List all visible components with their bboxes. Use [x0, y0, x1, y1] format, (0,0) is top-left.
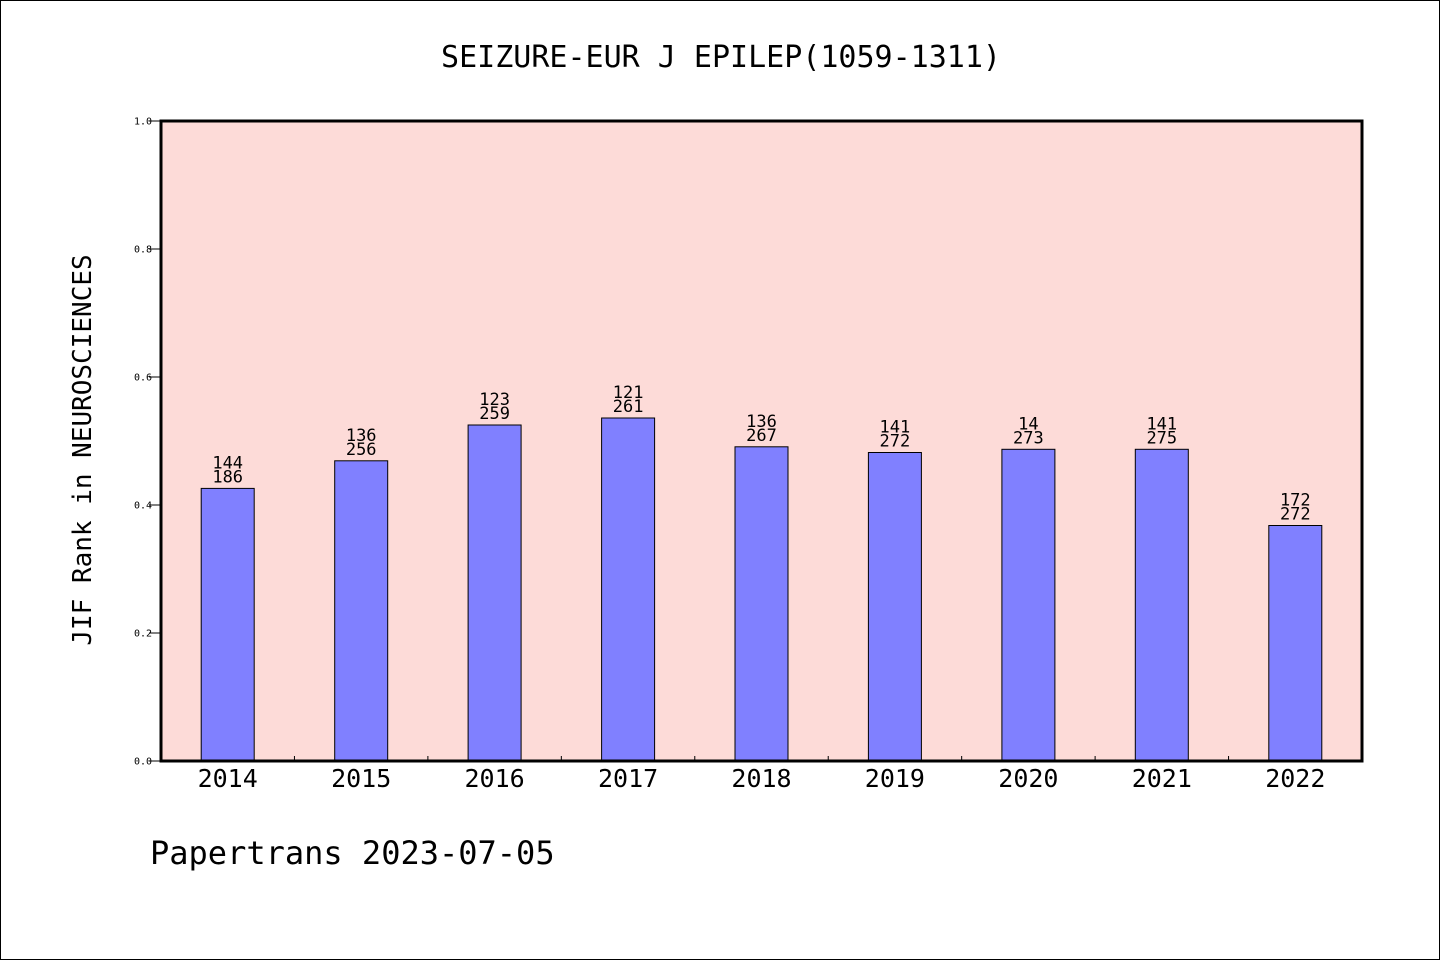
- y-tick-label: 0.4: [134, 501, 152, 512]
- y-tick-label: 0.8: [134, 245, 152, 256]
- x-tick-label-2022: 2022: [1265, 764, 1325, 793]
- plot-border: [159, 119, 1364, 763]
- bar-label-top-2021: 141: [1146, 414, 1177, 434]
- x-tick-label-2021: 2021: [1132, 764, 1192, 793]
- bar-label-bottom-2021: 275: [1146, 428, 1177, 448]
- bar-2022: [1268, 525, 1323, 762]
- chart-title: SEIZURE-EUR J EPILEP(1059-1311): [441, 40, 1001, 75]
- bar-label-bottom-2022: 272: [1280, 505, 1311, 525]
- bar-label-top-2019: 141: [880, 418, 911, 438]
- x-tick-label-2014: 2014: [198, 764, 258, 793]
- bar-label-bottom-2014: 186: [212, 467, 243, 487]
- bar-label-bottom-2018: 267: [746, 426, 777, 446]
- x-tick-label-2015: 2015: [331, 764, 391, 793]
- x-tick-label-2020: 2020: [998, 764, 1058, 793]
- bar-label-bottom-2015: 256: [346, 440, 377, 460]
- x-tick-label-2016: 2016: [464, 764, 524, 793]
- bar-label-top-2018: 136: [746, 412, 777, 432]
- bar-label-bottom-2017: 261: [613, 397, 644, 417]
- plot-area: 1441862014136256201512325920161212612017…: [134, 117, 1364, 793]
- bar-2014: [200, 487, 255, 762]
- bar-2015: [334, 460, 389, 762]
- x-tick-label-2019: 2019: [865, 764, 925, 793]
- y-tick-label: 1.0: [134, 117, 152, 128]
- bar-label-top-2015: 136: [346, 426, 377, 446]
- x-tick-label-2017: 2017: [598, 764, 658, 793]
- y-tick-label: 0.0: [134, 757, 152, 768]
- bar-label-bottom-2016: 259: [479, 404, 510, 424]
- bar-label-bottom-2020: 273: [1013, 428, 1044, 448]
- bar-2020: [1001, 448, 1056, 762]
- bar-label-top-2017: 121: [613, 383, 644, 403]
- y-tick-label: 0.2: [134, 629, 152, 640]
- y-axis-label: JIF Rank in NEUROSCIENCES: [68, 254, 98, 645]
- bar-label-bottom-2019: 272: [880, 432, 911, 452]
- y-tick-label: 0.6: [134, 373, 152, 384]
- bar-2019: [867, 452, 922, 762]
- x-tick-label-2018: 2018: [731, 764, 791, 793]
- bar-2016: [467, 424, 522, 762]
- bar-label-top-2020: 14: [1018, 414, 1038, 434]
- bar-2021: [1134, 448, 1189, 762]
- bar-2017: [601, 417, 656, 762]
- footer-watermark: Papertrans 2023-07-05: [150, 834, 555, 872]
- bar-label-top-2022: 172: [1280, 491, 1311, 511]
- bar-label-top-2014: 144: [212, 453, 243, 473]
- bar-2018: [734, 446, 789, 762]
- bar-label-top-2016: 123: [479, 390, 510, 410]
